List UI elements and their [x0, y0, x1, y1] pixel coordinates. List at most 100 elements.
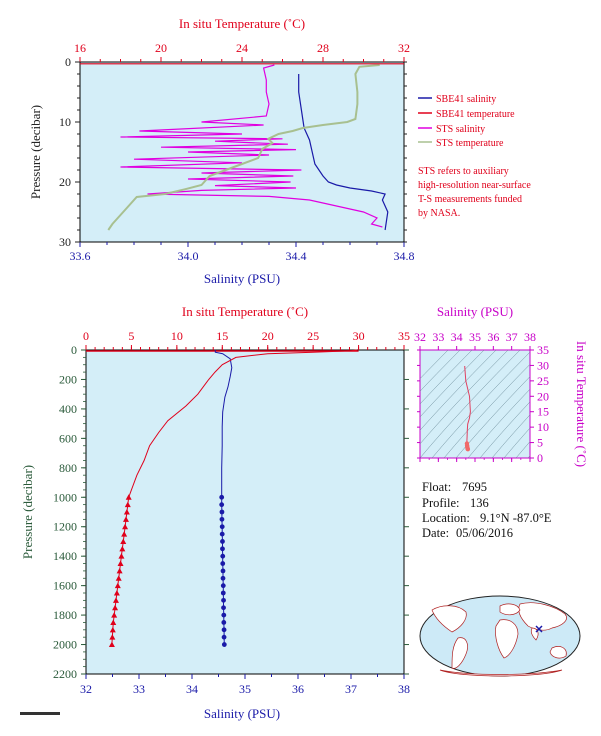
top-plot-area	[79, 61, 405, 243]
bottom-temperature-marker	[121, 531, 128, 537]
bottom-temperature-marker	[118, 553, 125, 559]
top-salinity-tick-label: 34.4	[286, 249, 307, 263]
bottom-temperature-marker	[112, 604, 119, 611]
ts-density-contour	[540, 340, 601, 458]
bottom-salinity-marker	[220, 546, 225, 552]
ts-temp-tick-label: 10	[537, 420, 549, 434]
map-continents	[431, 602, 567, 677]
ts-temp-tick-label: 20	[537, 389, 549, 403]
top-temp-tick-label: 20	[155, 41, 167, 55]
bottom-temperature-marker	[119, 545, 126, 552]
bottom-temp-axis-title: In situ Temperature (˚C)	[182, 304, 308, 319]
ts-density-contour	[420, 350, 461, 392]
top-temp-tick-label: 24	[236, 41, 248, 55]
bottom-pressure-tick-label: 800	[59, 461, 77, 475]
sts-note-line-3: T-S measurements funded	[418, 194, 522, 205]
bottom-temperature-marker	[116, 567, 123, 574]
ts-density-contour	[515, 441, 530, 458]
bottom-pressure-tick-label: 2000	[53, 638, 77, 652]
float-value: 7695	[462, 480, 487, 494]
ts-salinity-axis-title: Salinity (PSU)	[437, 304, 513, 319]
bottom-salinity-line	[214, 350, 233, 498]
ts-temp-tick-label: 35	[537, 343, 549, 357]
bottom-temperature-marker	[110, 619, 117, 625]
bottom-salinity-marker	[219, 502, 225, 508]
bottom-temperature-marker	[111, 612, 118, 618]
ts-density-contour	[479, 401, 530, 458]
bottom-temperature-marker	[109, 626, 116, 633]
float-info: Float: 7695 Profile: 136 Location: 9.1°N…	[422, 480, 552, 540]
top-salinity-axis-title: Salinity (PSU)	[204, 271, 280, 286]
bottom-salinity-marker	[221, 634, 227, 640]
bottom-temperature-line	[128, 349, 357, 498]
bottom-salinity-marker	[220, 583, 226, 589]
map-antarctica	[439, 669, 563, 677]
ts-temp-tick-label: 30	[537, 358, 549, 372]
top-pressure-tick-label: 0	[65, 55, 71, 69]
bottom-pressure-tick-label: 1400	[53, 549, 77, 563]
top-temp-tick-label: 32	[398, 41, 410, 55]
bottom-salinity-marker	[219, 524, 225, 530]
bottom-temperature-marker	[125, 494, 132, 500]
ts-salinity-tick-label: 36	[487, 330, 499, 344]
ts-salinity-tick-label: 35	[469, 330, 481, 344]
ts-density-contour	[491, 414, 530, 458]
top-pressure-tick-label: 30	[59, 235, 71, 249]
float-label: Float:	[422, 480, 451, 494]
bottom-temperature-marker	[122, 523, 129, 530]
bottom-salinity-tick-label: 32	[80, 682, 92, 696]
bottom-salinity-tick-label: 37	[345, 682, 357, 696]
legend-sts-temperature: STS temperature	[436, 138, 504, 149]
bottom-salinity-marker	[219, 516, 225, 522]
bottom-temp-tick-label: 30	[353, 329, 365, 343]
ts-density-contours	[420, 340, 601, 458]
date-label: Date:	[422, 526, 449, 540]
bottom-pressure-tick-label: 1800	[53, 608, 77, 622]
bottom-temperature-marker	[120, 538, 127, 544]
ts-density-contour	[420, 350, 521, 458]
map-north-america	[431, 605, 467, 633]
bottom-salinity-tick-label: 34	[186, 682, 198, 696]
top-series-sts-salinity	[120, 64, 383, 228]
bottom-salinity-marker	[220, 568, 226, 574]
bottom-salinity-marker	[221, 605, 226, 611]
top-salinity-tick-label: 33.6	[70, 249, 91, 263]
bottom-temp-tick-label: 15	[216, 329, 228, 343]
profile-value: 136	[470, 496, 489, 510]
top-pressure-axis-title: Pressure (decibar)	[28, 105, 43, 199]
legend-sbe41-temperature: SBE41 temperature	[436, 109, 515, 120]
ts-plot-area	[419, 349, 531, 459]
bottom-series-group	[86, 349, 359, 648]
bottom-salinity-marker	[220, 553, 226, 559]
sts-note-line-4: by NASA.	[418, 208, 460, 219]
top-pressure-tick-label: 20	[59, 175, 71, 189]
bottom-salinity-marker	[221, 597, 226, 603]
ts-salinity-tick-label: 32	[414, 330, 426, 344]
bottom-temp-tick-label: 25	[307, 329, 319, 343]
bottom-salinity-tick-label: 36	[292, 682, 304, 696]
bottom-temperature-marker	[123, 509, 130, 515]
bottom-temp-tick-label: 0	[83, 329, 89, 343]
bottom-plot-area	[85, 349, 405, 675]
sts-note-line-2: high-resolution near-surface	[418, 180, 531, 191]
ts-temp-axis-title: In situ Temperature (˚C)	[574, 341, 589, 467]
sts-note-line-1: STS refers to auxiliary	[418, 166, 509, 177]
bottom-temp-tick-label: 35	[398, 329, 410, 343]
ts-density-contour	[420, 350, 497, 431]
bottom-temperature-marker	[115, 575, 122, 581]
location-value: 9.1°N -87.0°E	[480, 511, 552, 525]
legend-sts-salinity: STS salinity	[436, 124, 485, 135]
top-salinity-tick-label: 34.8	[394, 249, 415, 263]
top-pressure-tick-label: 10	[59, 115, 71, 129]
ts-temp-tick-label: 0	[537, 451, 543, 465]
map-europe	[499, 603, 521, 616]
bottom-salinity-marker	[221, 642, 227, 647]
bottom-salinity-marker	[220, 561, 226, 566]
map-south-america	[451, 637, 468, 669]
bottom-salinity-tick-label: 35	[239, 682, 251, 696]
ts-density-contour	[467, 388, 530, 458]
profile-label: Profile:	[422, 496, 460, 510]
world-map	[419, 595, 581, 677]
bottom-pressure-tick-label: 600	[59, 431, 77, 445]
